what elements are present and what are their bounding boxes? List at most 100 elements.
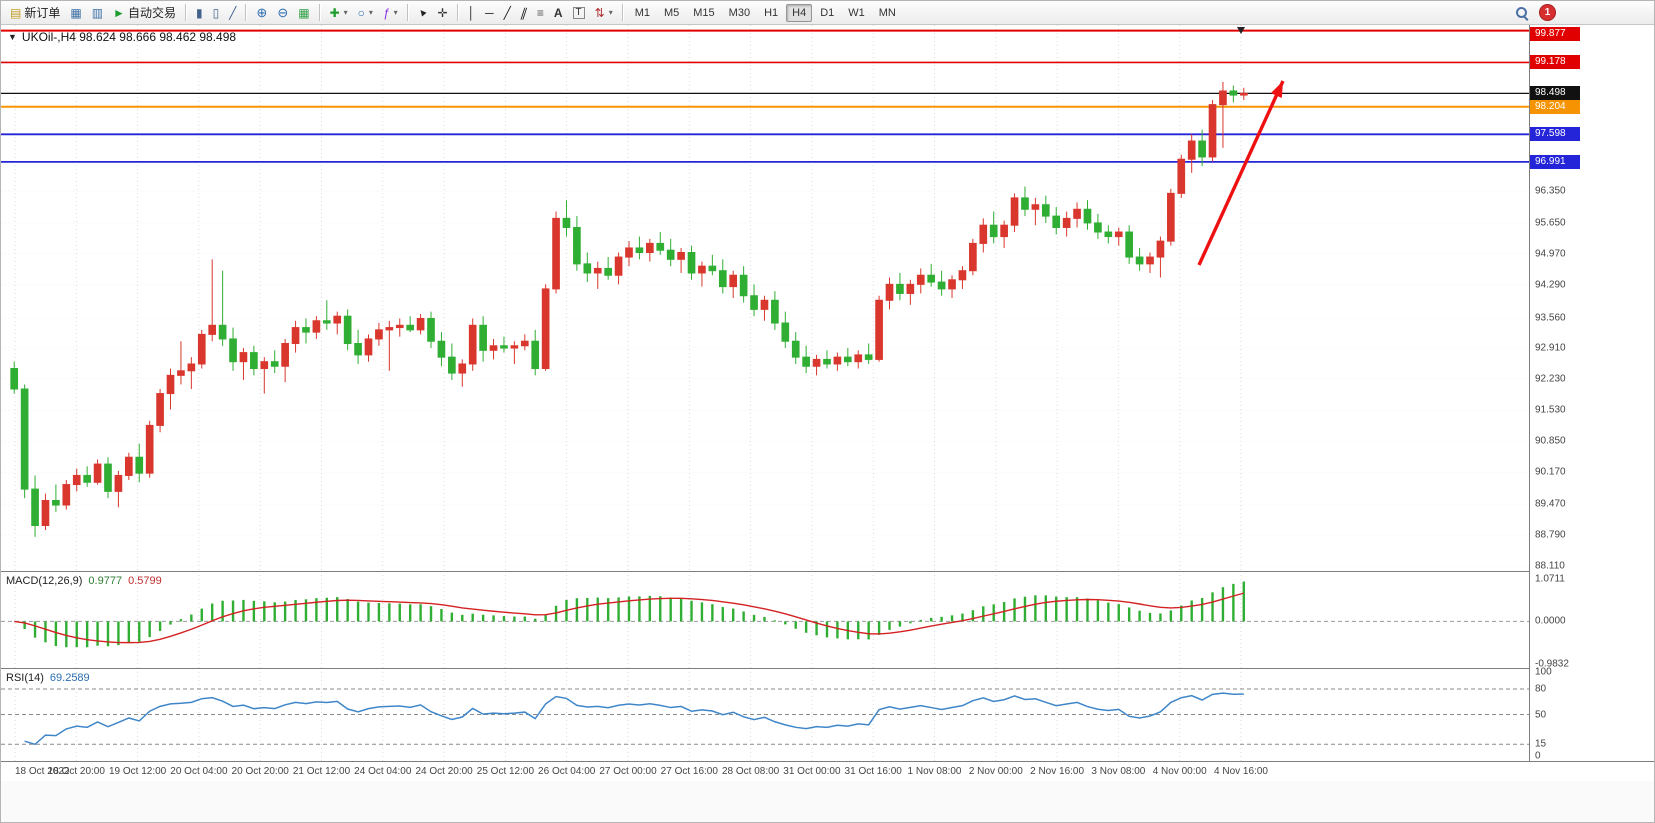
candlestick-chart-button[interactable]: ▯ — [208, 4, 225, 22]
toolbar-separator — [621, 4, 624, 21]
search-icon[interactable] — [1515, 6, 1529, 20]
zoom-out-button[interactable]: ⊖ — [272, 3, 293, 22]
time-axis-label: 27 Oct 00:00 — [599, 766, 657, 777]
panel-divider[interactable] — [1, 668, 1654, 669]
price-axis-label: 91.530 — [1535, 404, 1566, 416]
fibonacci-icon: ≡ — [536, 5, 544, 20]
text-a-icon: A — [553, 5, 563, 20]
fibonacci-button[interactable]: ≡ — [532, 4, 549, 22]
time-axis-label: 24 Oct 20:00 — [415, 766, 473, 777]
timeframe-m5-button[interactable]: M5 — [663, 6, 680, 19]
vertical-line-icon: │ — [467, 5, 476, 20]
new-order-button[interactable]: ▤ 新订单 — [5, 1, 65, 24]
rsi-axis-label: 80 — [1535, 683, 1547, 695]
price-axis-label: 94.970 — [1535, 248, 1566, 260]
crosshair-icon: ✛ — [437, 5, 448, 20]
period-icon: ○ — [357, 5, 365, 20]
new-chart-icon: ✚ — [329, 5, 340, 20]
toolbar-separator — [184, 4, 187, 21]
text-t-icon: T — [572, 6, 585, 19]
equidistant-channel-button[interactable]: ∥ — [516, 4, 532, 22]
rsi-axis-label: 0 — [1535, 750, 1541, 762]
timeframe-d1-button[interactable]: D1 — [820, 6, 835, 19]
trendline-icon: ╱ — [503, 5, 511, 20]
chevron-down-icon: ▾ — [608, 8, 613, 17]
price-axis-label: 92.230 — [1535, 373, 1566, 385]
price-axis-label: 95.650 — [1535, 217, 1566, 229]
time-axis-label: 20 Oct 20:00 — [231, 766, 289, 777]
text-button[interactable]: A — [549, 4, 568, 22]
arrows-button[interactable]: ⇅ ▾ — [590, 4, 618, 22]
vertical-line-button[interactable]: │ — [463, 4, 481, 22]
new-order-label: 新订单 — [24, 6, 61, 20]
time-axis[interactable]: 18 Oct 2022 18 Oct 20:00 19 Oct 12:00 20 Oc… — [1, 761, 1654, 781]
time-axis-label: 25 Oct 12:00 — [476, 766, 535, 777]
timeframe-h4-button[interactable]: H4 — [786, 3, 813, 22]
toolbar-separator — [406, 4, 409, 21]
time-axis-label: 2 Nov 00:00 — [968, 766, 1023, 777]
one-click-collapse-icon[interactable]: ▼ — [8, 32, 17, 42]
chevron-down-icon: ▾ — [393, 8, 398, 17]
price-axis-label: 88.790 — [1535, 529, 1566, 541]
price-tag: 98.498 — [1530, 86, 1580, 101]
timeframe-m30-button[interactable]: M30 — [728, 6, 751, 19]
rsi-axis-label: 50 — [1535, 709, 1547, 720]
bar-chart-button[interactable]: ▮ — [191, 4, 208, 22]
macd-axis-label: 1.0711 — [1535, 573, 1565, 585]
time-axis-label: 31 Oct 16:00 — [844, 766, 902, 777]
arrows-icon: ⇅ — [594, 5, 605, 20]
rsi-axis-label: 100 — [1535, 666, 1552, 678]
text-label-button[interactable]: T — [568, 4, 590, 22]
horizontal-line-button[interactable]: ─ — [480, 4, 499, 22]
cursor-button[interactable]: ▲ — [413, 5, 433, 21]
timeframe-mn-button[interactable]: MN — [878, 6, 896, 19]
timeframe-m1-button[interactable]: M1 — [634, 6, 650, 19]
toolbar-separator — [318, 4, 321, 21]
time-axis-label: 24 Oct 04:00 — [354, 766, 412, 777]
crosshair-button[interactable]: ✛ — [433, 4, 453, 22]
auto-trading-label: 自动交易 — [127, 6, 176, 20]
price-axis-label: 96.350 — [1535, 185, 1566, 197]
chart-title: ▼ UKOil-,H4 98.624 98.666 98.462 98.498 — [8, 30, 236, 44]
toolbar-separator — [456, 4, 459, 21]
auto-trading-button[interactable]: ► 自动交易 — [108, 1, 181, 24]
tile-windows-icon: ▦ — [298, 5, 310, 20]
time-axis-label: 18 Oct 20:00 — [47, 766, 105, 777]
time-axis-label: 26 Oct 04:00 — [538, 766, 596, 777]
indicators-button[interactable]: ƒ ▾ — [378, 4, 403, 22]
chevron-down-icon: ▾ — [368, 8, 373, 17]
toolbar-separator — [245, 4, 248, 21]
timeframe-w1-button[interactable]: W1 — [848, 6, 865, 19]
line-chart-button[interactable]: ╱ — [224, 4, 241, 22]
price-axis-label: 92.910 — [1535, 342, 1566, 354]
profiles-button[interactable]: ▥ — [87, 4, 108, 22]
price-axis-label: 90.850 — [1535, 435, 1566, 447]
chart-window-button[interactable]: ▦ — [65, 4, 86, 22]
rsi-indicator-chart[interactable] — [1, 668, 1529, 761]
profiles-icon: ▥ — [91, 5, 104, 20]
time-axis-label: 21 Oct 12:00 — [292, 766, 351, 777]
period-button[interactable]: ○ ▾ — [353, 4, 378, 22]
macd-indicator-chart[interactable] — [1, 571, 1529, 668]
notification-badge[interactable]: 1 — [1539, 4, 1556, 21]
time-axis-label: 4 Nov 16:00 — [1214, 766, 1268, 777]
macd-axis-label: 0.0000 — [1535, 615, 1566, 627]
tile-windows-button[interactable]: ▦ — [293, 4, 314, 22]
chart-workspace: ▼ UKOil-,H4 98.624 98.666 98.462 98.498 … — [1, 25, 1654, 822]
price-axis[interactable]: 96.350 95.650 94.970 94.290 93.560 92.910 92.2… — [1529, 25, 1654, 762]
macd-signal-value: 0.5799 — [128, 575, 162, 587]
timeframe-m15-button[interactable]: M15 — [693, 6, 715, 19]
play-icon: ► — [113, 5, 125, 20]
panel-divider[interactable] — [1, 571, 1654, 572]
trendline-button[interactable]: ╱ — [499, 4, 516, 22]
candlestick-chart[interactable] — [1, 25, 1529, 571]
zoom-in-button[interactable]: ⊕ — [251, 3, 272, 22]
new-chart-button[interactable]: ✚ ▾ — [325, 4, 353, 22]
new-order-icon: ▤ — [10, 5, 22, 20]
macd-name: MACD(12,26,9) — [6, 575, 83, 587]
macd-label: MACD(12,26,9) 0.9777 0.5799 — [6, 575, 162, 587]
macd-axis-label: -0.9832 — [1535, 658, 1569, 670]
macd-main-value: 0.9777 — [88, 575, 123, 587]
timeframe-h1-button[interactable]: H1 — [764, 6, 779, 19]
